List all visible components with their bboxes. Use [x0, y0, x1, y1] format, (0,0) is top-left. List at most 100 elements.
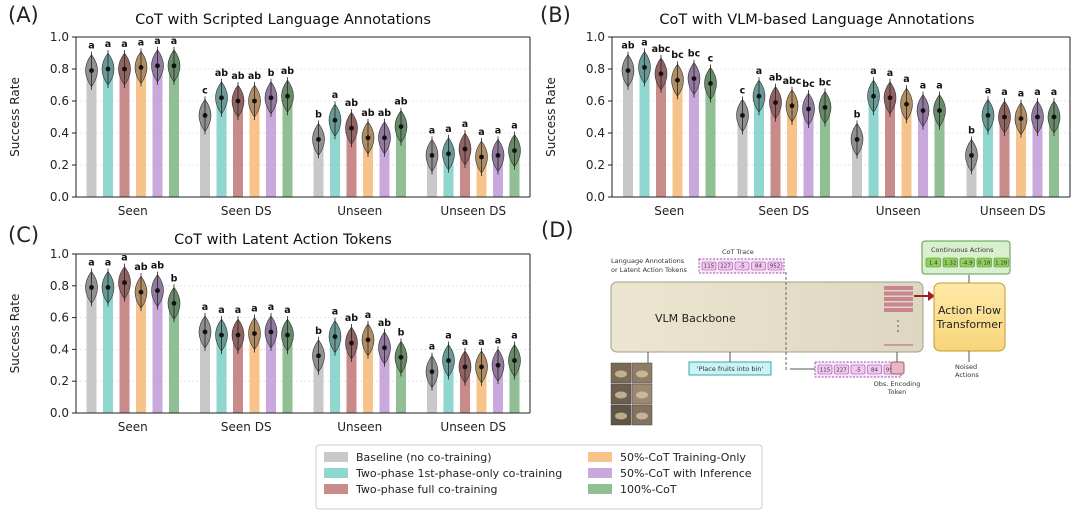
- token-text: 227: [836, 368, 847, 374]
- significance-label: a: [445, 331, 451, 342]
- bar: [282, 335, 293, 413]
- token-stack: [884, 286, 913, 346]
- significance-label: a: [478, 127, 484, 138]
- significance-label: a: [1018, 89, 1024, 100]
- significance-label: ab: [231, 71, 244, 82]
- mean-point: [822, 105, 828, 110]
- significance-label: a: [445, 124, 451, 135]
- mean-point: [789, 103, 795, 109]
- x-tick-label: Unseen: [876, 204, 921, 218]
- significance-label: ab: [769, 73, 782, 84]
- mean-point: [155, 63, 160, 69]
- action-flow-label-line-2: Transformer: [935, 318, 1002, 331]
- legend-label: Two-phase full co-training: [355, 483, 498, 496]
- bar: [266, 331, 276, 413]
- bar: [443, 360, 454, 413]
- y-tick-label: 0.8: [50, 279, 69, 293]
- x-tick-label: Unseen: [337, 420, 382, 434]
- bar: [313, 355, 324, 413]
- cot-trace-label: CoT Trace: [722, 248, 754, 256]
- token-text: 0.18: [978, 261, 991, 267]
- token-text: 84: [755, 264, 762, 270]
- significance-label: ab: [215, 68, 228, 79]
- mean-point: [349, 340, 354, 346]
- stack-dot: [897, 325, 899, 327]
- significance-label: ab: [281, 66, 294, 77]
- bar: [346, 128, 357, 197]
- token-box: [993, 257, 1009, 268]
- bar: [737, 115, 748, 197]
- significance-label: ab: [248, 71, 261, 82]
- mean-point: [268, 95, 274, 101]
- x-tick-label: Unseen DS: [440, 204, 506, 218]
- bar: [152, 65, 163, 197]
- significance-label: a: [138, 37, 144, 48]
- token-text: 115: [820, 368, 831, 374]
- mean-point: [202, 329, 208, 335]
- significance-label: a: [365, 310, 371, 321]
- token-box: [718, 261, 733, 271]
- x-tick-label: Unseen: [337, 204, 382, 218]
- mean-point: [937, 108, 942, 113]
- significance-label: b: [854, 109, 861, 120]
- significance-label: a: [1034, 87, 1040, 98]
- bar: [216, 335, 227, 413]
- bar: [103, 69, 113, 197]
- significance-label: a: [920, 81, 926, 92]
- chart-title: CoT with Latent Action Tokens: [174, 232, 392, 248]
- bar: [493, 365, 503, 413]
- bar: [689, 78, 699, 197]
- significance-label: b: [398, 327, 405, 338]
- bar: [460, 366, 470, 413]
- bar-charts: (A) CoT with Scripted Language Annotation…: [8, 3, 1071, 434]
- mean-point: [252, 98, 257, 104]
- y-tick-label: 0.6: [586, 94, 605, 108]
- bar: [396, 357, 406, 413]
- y-tick-label: 0.4: [50, 342, 69, 356]
- significance-label: a: [154, 36, 160, 47]
- significance-label: a: [235, 305, 241, 316]
- bar: [476, 366, 487, 413]
- mean-point: [171, 300, 177, 306]
- mean-point: [105, 66, 111, 72]
- legend: Baseline (no co-training) Two-phase 1st-p…: [315, 444, 763, 510]
- continuous-actions-label: Continuous Actions: [931, 246, 994, 254]
- cot-trace-tokens: 115 227 -5 84 952: [701, 261, 783, 271]
- x-tick-label: Seen: [118, 420, 148, 434]
- mean-point: [365, 135, 371, 141]
- y-tick-label: 0.2: [586, 158, 605, 172]
- mean-point: [904, 101, 909, 107]
- mean-point: [512, 358, 517, 363]
- bar: [86, 287, 97, 413]
- mean-point: [675, 77, 680, 83]
- panel-label: (C): [8, 223, 39, 247]
- mean-point: [985, 113, 991, 118]
- bar: [266, 97, 276, 197]
- action-flow-label-line-1: Action Flow: [938, 304, 1001, 317]
- mean-point: [219, 332, 224, 338]
- mean-point: [332, 334, 338, 340]
- token-box: [817, 364, 833, 375]
- legend-label: Baseline (no co-training): [356, 451, 491, 464]
- chart-a: (A) CoT with Scripted Language Annotation…: [8, 3, 531, 218]
- bar: [86, 70, 97, 197]
- stack-dot: [897, 320, 899, 322]
- x-tick-label: Seen DS: [758, 204, 809, 218]
- mean-point: [462, 146, 468, 152]
- mean-point: [1018, 116, 1024, 121]
- bar: [443, 153, 454, 197]
- bar: [770, 102, 781, 197]
- chart-c: (C) CoT with Latent Action Tokens 0.0 0.2 0.…: [8, 223, 531, 434]
- significance-label: a: [88, 257, 94, 268]
- arrow-head-icon: [928, 291, 935, 301]
- significance-label: c: [202, 85, 208, 96]
- mean-point: [854, 137, 860, 142]
- significance-label: ab: [621, 41, 634, 52]
- significance-label: a: [985, 85, 991, 96]
- mean-point: [658, 71, 664, 77]
- token-text: -5: [855, 368, 861, 374]
- token-box: [942, 257, 958, 268]
- bar: [476, 157, 487, 197]
- bar: [379, 347, 390, 413]
- legend-swatch: [588, 452, 612, 462]
